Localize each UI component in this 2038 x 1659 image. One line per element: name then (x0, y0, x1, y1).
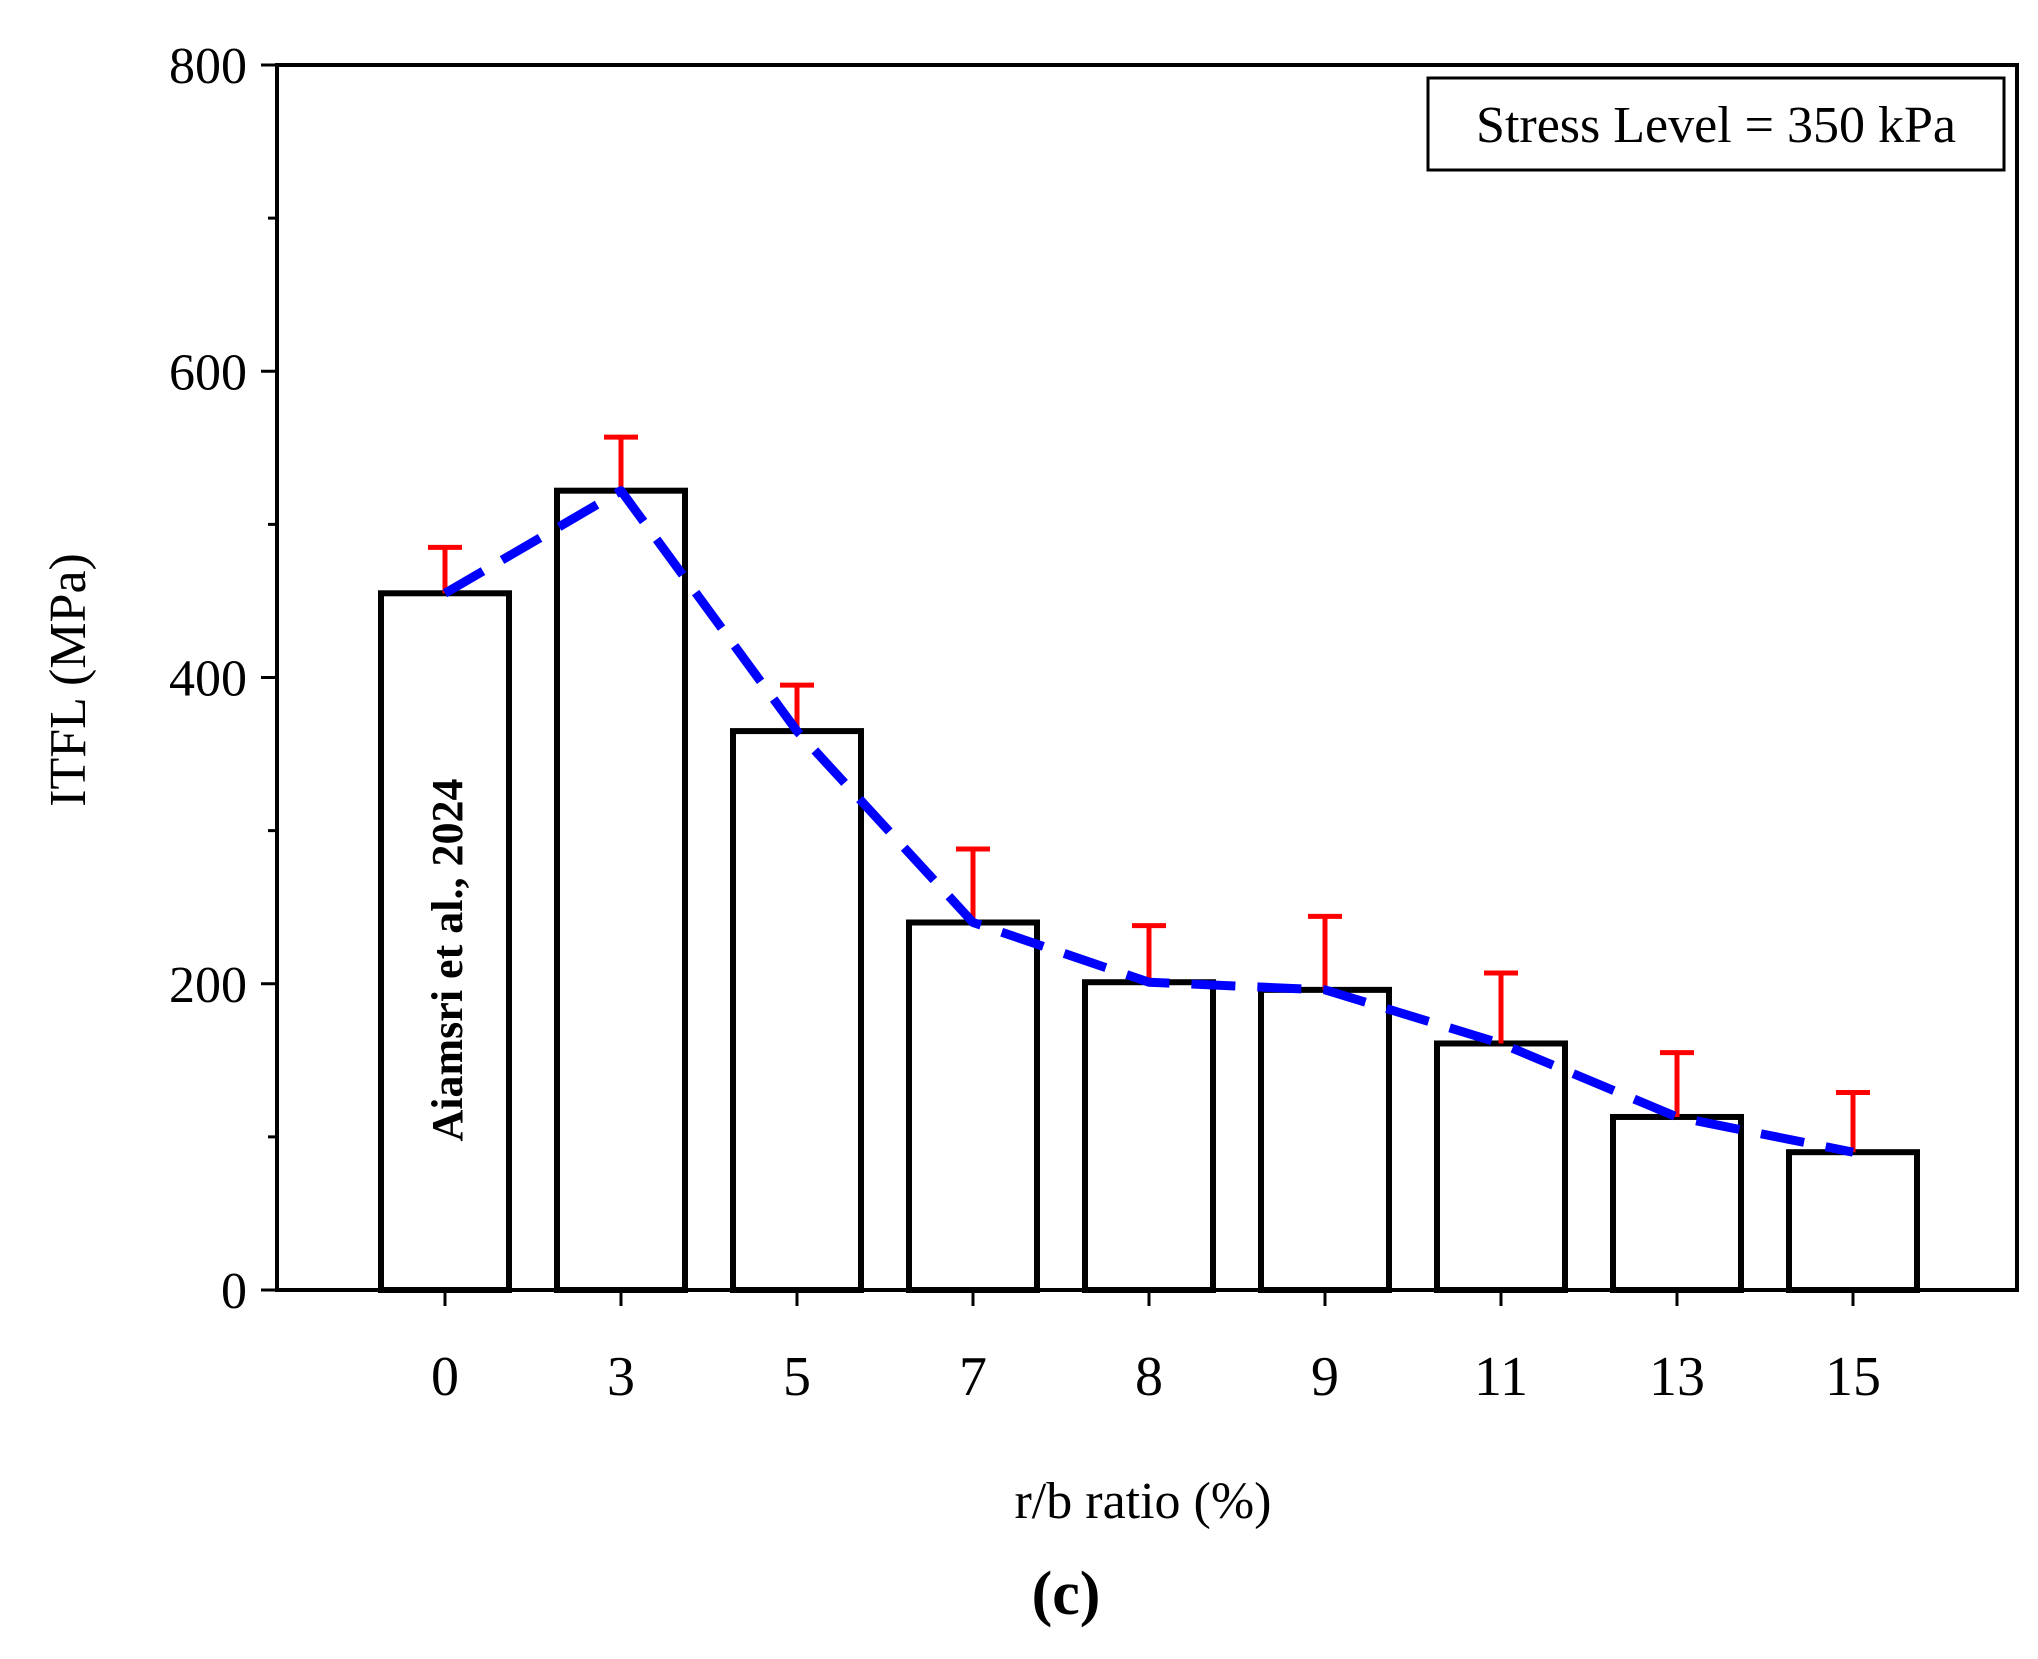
x-tick-label: 0 (431, 1346, 459, 1408)
x-tick-label: 13 (1649, 1346, 1705, 1408)
x-tick-label: 7 (959, 1346, 987, 1408)
stress-level-label: Stress Level = 350 kPa (1476, 97, 1956, 154)
bar (1434, 1040, 1568, 1293)
x-axis: 0 3 5 7 8 9 11 13 15 (431, 1290, 1881, 1408)
trend-line (442, 486, 1854, 1157)
x-tick-label: 3 (607, 1346, 635, 1408)
x-axis-label: r/b ratio (%) (1014, 1473, 1271, 1530)
bars (378, 487, 1920, 1293)
bar (730, 728, 864, 1293)
bar (1082, 979, 1216, 1293)
citation-annotation: Aiamsri et al., 2024 (423, 779, 472, 1142)
bar (554, 487, 688, 1293)
bar (1786, 1149, 1920, 1293)
trend-line-group (442, 486, 1854, 1157)
x-tick-label: 15 (1825, 1346, 1881, 1408)
bar (1610, 1113, 1744, 1293)
y-tick-label: 0 (221, 1263, 247, 1320)
stress-level-box (1426, 76, 2006, 172)
y-tick-label: 800 (169, 38, 247, 95)
y-tick-label: 400 (169, 651, 247, 708)
error-bars (428, 434, 1870, 1153)
y-tick-label: 600 (169, 344, 247, 401)
bar (906, 919, 1040, 1293)
x-tick-label: 8 (1135, 1346, 1163, 1408)
bar (1258, 986, 1392, 1293)
panel-label: (c) (1032, 1560, 1101, 1628)
x-tick-label: 11 (1474, 1346, 1528, 1408)
y-axis: 0 200 400 600 800 (169, 38, 277, 1320)
x-tick-label: 5 (783, 1346, 811, 1408)
y-tick-label: 200 (169, 957, 247, 1014)
y-axis-label: ITFL (MPa) (40, 553, 97, 807)
x-tick-label: 9 (1311, 1346, 1339, 1408)
